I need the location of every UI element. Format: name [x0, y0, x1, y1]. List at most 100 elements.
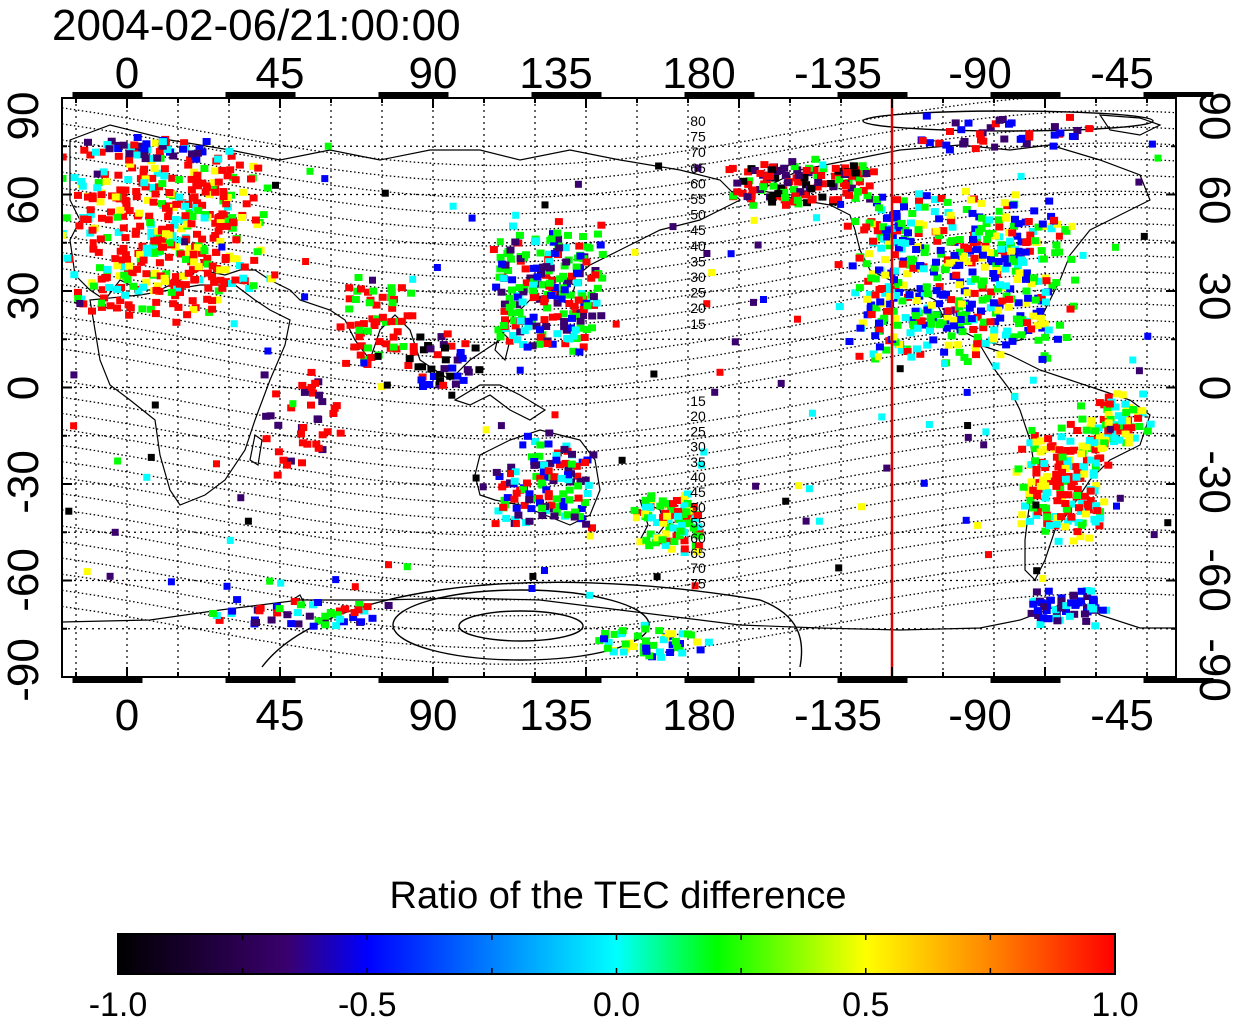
tec-cell: [1058, 453, 1067, 461]
magnetic-contour: [62, 238, 1175, 311]
tec-cell: [389, 333, 398, 341]
tec-cell: [133, 265, 141, 273]
tec-cell: [179, 272, 188, 280]
tec-cell: [88, 192, 97, 200]
tec-cell: [542, 323, 551, 330]
tec-cell: [1034, 612, 1043, 619]
contour-label: 20: [690, 408, 706, 424]
tec-cell: [1100, 498, 1109, 506]
tec-cell: [1022, 299, 1031, 307]
tec-cell: [774, 190, 783, 198]
tec-cell: [142, 244, 151, 252]
tec-cell: [214, 155, 223, 163]
tec-cell: [946, 128, 954, 135]
tec-cell: [453, 372, 462, 380]
tec-cell: [216, 219, 225, 227]
tec-cell: [76, 300, 84, 307]
tec-cell: [1065, 612, 1074, 620]
tec-cell: [191, 275, 199, 283]
tec-cell: [890, 276, 898, 284]
tec-cell: [750, 167, 759, 174]
tec-cell: [96, 198, 105, 206]
contour-label: 60: [690, 175, 706, 191]
tec-cell: [871, 332, 880, 340]
tec-cell: [771, 174, 780, 182]
tec-cell: [1095, 399, 1104, 407]
contour-label: 65: [690, 160, 706, 176]
tec-cell: [138, 242, 147, 250]
tec-cell: [536, 499, 544, 507]
tec-cell: [200, 214, 209, 222]
tec-cell: [1024, 294, 1033, 302]
tec-cell: [653, 573, 661, 581]
tec-cell: [653, 519, 662, 526]
tec-cell: [667, 545, 676, 553]
tec-cell: [511, 516, 520, 524]
tec-cell: [863, 192, 872, 200]
tec-cell: [1083, 604, 1091, 612]
tec-cell: [565, 300, 574, 307]
tec-cell: [125, 262, 133, 270]
tec-cell: [582, 258, 591, 266]
tec-cell: [679, 495, 688, 503]
tec-cell: [598, 274, 607, 282]
tec-cell: [1034, 223, 1043, 231]
tec-cell: [147, 228, 156, 236]
tec-cell: [549, 477, 558, 485]
tec-cell: [583, 490, 592, 497]
tec-cell: [63, 254, 72, 262]
tec-cell: [920, 249, 929, 257]
tec-cell: [587, 274, 596, 282]
tec-cell: [559, 497, 568, 505]
tec-cell: [448, 391, 456, 399]
tec-cell: [862, 223, 871, 231]
tec-cell: [89, 239, 97, 247]
magnetic-contour: [62, 528, 1175, 601]
tec-cell: [909, 320, 918, 328]
tec-cell: [1146, 420, 1155, 428]
tec-cell: [866, 290, 875, 298]
tec-cell: [935, 215, 944, 223]
tec-cell: [1112, 243, 1119, 251]
tec-cell: [94, 248, 103, 256]
tec-cell: [62, 174, 67, 182]
tec-cell: [545, 258, 554, 266]
tec-cell: [582, 520, 591, 528]
tec-cell: [931, 196, 939, 204]
tec-cell: [172, 200, 181, 208]
tec-cell: [794, 171, 803, 179]
tec-cell: [921, 203, 929, 211]
tec-cell: [537, 479, 546, 487]
tec-cell: [1002, 341, 1011, 349]
tec-cell: [536, 474, 545, 482]
tec-cell: [565, 486, 574, 494]
tec-cell: [94, 179, 103, 187]
tec-cell: [694, 523, 703, 531]
tec-cell: [955, 348, 964, 356]
tec-cell: [70, 371, 78, 379]
tec-cell: [529, 313, 538, 321]
tec-cell: [1027, 325, 1036, 333]
tec-cell: [995, 301, 1004, 309]
tec-cell: [1067, 483, 1076, 491]
tec-cell: [1082, 456, 1091, 464]
tec-cell: [1042, 607, 1051, 614]
tec-cell: [84, 138, 92, 146]
tec-cell: [567, 324, 575, 332]
tec-cell: [1000, 199, 1009, 207]
tec-cell: [1072, 473, 1081, 481]
tec-cell: [356, 351, 365, 359]
tec-cell: [287, 620, 296, 628]
tec-cell: [890, 251, 899, 259]
tec-cell: [950, 251, 959, 259]
tec-cell: [363, 361, 372, 368]
tec-cell: [903, 348, 912, 355]
tec-cell: [433, 264, 441, 271]
tec-cell: [203, 254, 212, 262]
tec-cell: [448, 364, 457, 372]
tec-cell: [130, 141, 139, 149]
tec-cell: [648, 514, 656, 522]
tec-cell: [233, 596, 242, 604]
tec-cell: [1037, 247, 1046, 255]
tec-cell: [408, 312, 417, 320]
